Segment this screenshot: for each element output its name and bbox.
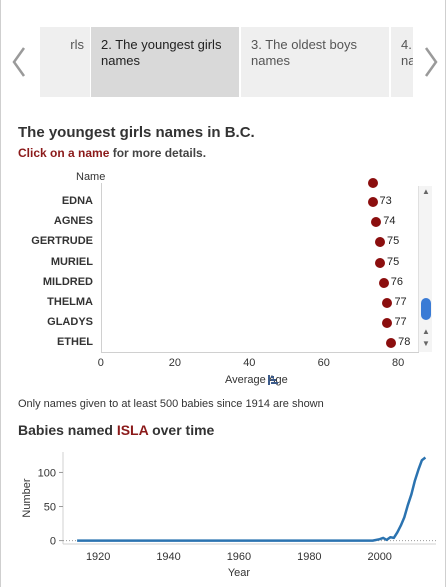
data-point[interactable]: [382, 298, 393, 308]
previous-arrow-button[interactable]: [8, 42, 32, 82]
value-label: 78: [398, 336, 411, 349]
value-label: 76: [390, 275, 403, 288]
x-axis-title[interactable]: Average Age: [225, 374, 288, 386]
y-tick-label: 100: [38, 467, 56, 479]
x-tick-label: 60: [317, 357, 330, 369]
name-label[interactable]: AGNES: [53, 215, 93, 228]
tab-oldest-boys-names[interactable]: 3. The oldest boys names: [241, 27, 389, 97]
scroll-thumb[interactable]: [421, 298, 431, 320]
scroll-up-icon[interactable]: ▲: [422, 327, 430, 336]
value-label: 73: [379, 195, 392, 207]
chevron-right-icon: [424, 47, 438, 77]
data-point[interactable]: [378, 277, 389, 288]
average-age-dot-chart: EDNA 73 AGNES 74 GERTRUDE 75 MURIEL 75 MILDRED 76…: [18, 178, 419, 353]
y-axis-line: [101, 183, 102, 353]
scroll-up-icon[interactable]: ▲: [422, 187, 430, 196]
scroll-down-icon[interactable]: ▼: [422, 339, 430, 348]
babies-over-time-line-chart: 0 50 100 1920 1940 1960 1980 2000 Number Year: [21, 452, 436, 579]
x-tick-label: 1960: [227, 551, 251, 563]
click-name-hint: Click on a name: [18, 146, 110, 160]
value-label: 75: [387, 255, 400, 268]
value-label: 74: [383, 215, 396, 228]
x-tick-label: 2000: [367, 551, 391, 563]
y-tick-label: 0: [50, 536, 56, 548]
selected-name: ISLA: [116, 422, 149, 438]
x-tick-label: 1940: [156, 551, 180, 563]
data-point-clipped[interactable]: [367, 178, 378, 188]
name-label[interactable]: ETHEL: [56, 336, 93, 349]
name-label[interactable]: THELMA: [47, 296, 93, 308]
filter-note: Only names given to at least 500 babies …: [18, 398, 324, 410]
section-title: The youngest girls names in B.C.: [18, 124, 255, 141]
title-suffix: over time: [148, 422, 215, 438]
name-label[interactable]: EDNA: [61, 195, 93, 207]
data-point[interactable]: [367, 197, 378, 207]
subtitle-rest: for more details.: [109, 146, 207, 160]
value-label: 77: [394, 296, 407, 308]
chart-scrollbar[interactable]: ▲ ▲ ▼: [418, 186, 432, 352]
tab-label: 4. na: [401, 37, 413, 68]
story-carousel: rls 2. The youngest girls names 3. The o…: [0, 0, 446, 110]
chevron-left-icon: [12, 47, 26, 77]
data-point[interactable]: [371, 217, 382, 228]
window-left-border: [0, 0, 1, 587]
name-label[interactable]: GLADYS: [47, 316, 93, 329]
x-tick-label: 80: [392, 357, 405, 369]
name-label[interactable]: MILDRED: [42, 275, 93, 288]
tab-label: rls: [70, 37, 84, 52]
story-tabs: rls 2. The youngest girls names 3. The o…: [40, 27, 413, 97]
series-line[interactable]: [77, 456, 427, 542]
x-axis-title: Year: [228, 567, 251, 579]
sort-icon[interactable]: [268, 375, 278, 385]
name-column-header[interactable]: Name: [76, 171, 106, 183]
value-label: 77: [394, 316, 407, 329]
x-tick-label: 1920: [86, 551, 110, 563]
x-axis-line: [101, 352, 419, 353]
y-tick-label: 50: [44, 502, 56, 514]
tab-4[interactable]: 4. na: [391, 27, 413, 97]
name-label[interactable]: MURIEL: [50, 255, 93, 268]
x-tick-label: 40: [243, 357, 256, 369]
data-point[interactable]: [382, 318, 393, 329]
name-label[interactable]: GERTRUDE: [31, 235, 93, 248]
data-point[interactable]: [375, 257, 385, 268]
tab-label: 2. The youngest girls names: [101, 37, 222, 68]
line-chart-title: Babies named ISLA over time: [18, 422, 214, 438]
title-prefix: Babies named: [18, 422, 117, 438]
tab-1[interactable]: rls: [40, 27, 90, 97]
tab-youngest-girls-names[interactable]: 2. The youngest girls names: [91, 27, 239, 97]
x-tick-label: 20: [168, 357, 182, 369]
x-tick-label: 1980: [297, 551, 321, 563]
tab-label: 3. The oldest boys names: [251, 37, 357, 68]
x-tick-label: 0: [97, 357, 104, 369]
next-arrow-button[interactable]: [418, 42, 442, 82]
section-subtitle: Click on a name for more details.: [18, 146, 206, 160]
data-point[interactable]: [375, 237, 385, 248]
y-axis-title: Number: [21, 478, 33, 517]
data-point[interactable]: [386, 338, 397, 349]
value-label: 75: [387, 235, 400, 248]
